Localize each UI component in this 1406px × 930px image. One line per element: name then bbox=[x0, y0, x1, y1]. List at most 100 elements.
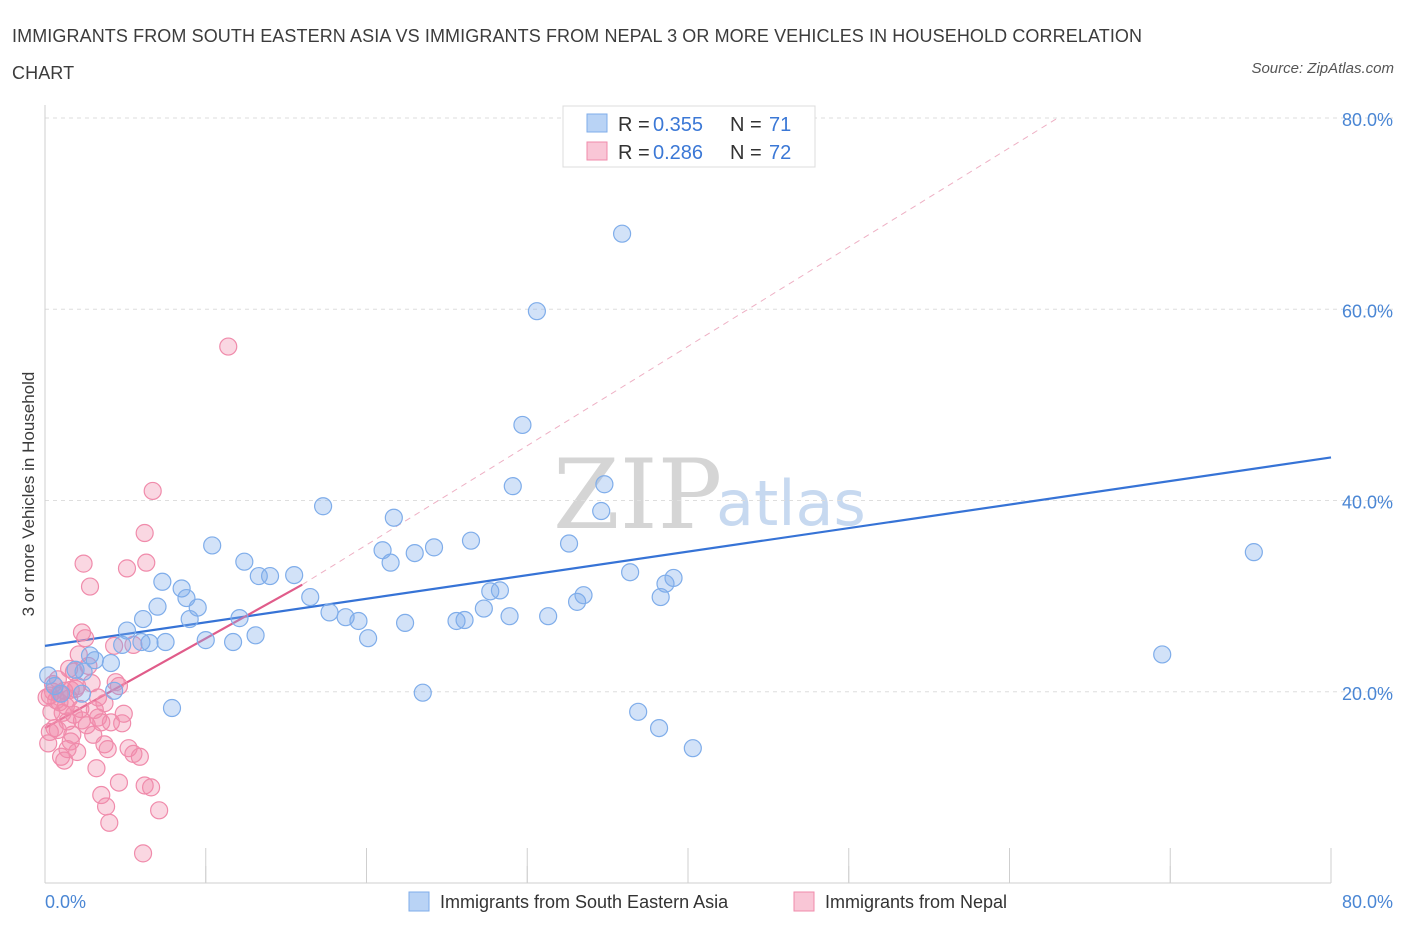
nepal-point bbox=[76, 629, 95, 648]
sea-point bbox=[235, 552, 254, 571]
legend-swatch-sea bbox=[586, 113, 608, 133]
source-label: Source: ZipAtlas.com bbox=[1251, 60, 1394, 77]
y-axis-label: 3 or more Vehicles in Household bbox=[19, 372, 38, 617]
sea-point bbox=[592, 501, 611, 521]
nepal-point bbox=[61, 732, 80, 751]
sea-point bbox=[153, 572, 172, 591]
nepal-point bbox=[58, 712, 77, 731]
sea-point bbox=[1244, 543, 1263, 562]
x-ticks bbox=[44, 848, 1332, 883]
sea-point bbox=[196, 631, 215, 650]
x-tick-label-max: 80.0% bbox=[1342, 892, 1393, 912]
sea-point bbox=[117, 621, 137, 640]
series-legend-label-sea: Immigrants from South Eastern Asia bbox=[440, 892, 729, 912]
gridlines bbox=[45, 117, 1393, 693]
nepal-point bbox=[55, 751, 74, 770]
nepal-point bbox=[87, 759, 106, 778]
legend-r-label-nepal: R = bbox=[618, 142, 650, 164]
nepal-point bbox=[74, 554, 93, 573]
sea-point bbox=[503, 477, 522, 496]
nepal-point bbox=[109, 773, 129, 792]
nepal-point bbox=[219, 337, 238, 356]
y-tick-label: 20.0% bbox=[1342, 684, 1393, 704]
y-tick-label: 60.0% bbox=[1342, 301, 1393, 321]
sea-point bbox=[567, 592, 587, 611]
sea-point bbox=[664, 568, 683, 588]
sea-point bbox=[395, 613, 415, 633]
sea-point bbox=[413, 683, 432, 702]
sea-point bbox=[629, 702, 648, 721]
sea-point bbox=[162, 698, 182, 718]
y-tick-labels: 20.0% 40.0% 60.0% 80.0% bbox=[1342, 110, 1393, 704]
nepal-point bbox=[40, 722, 59, 742]
nepal-point bbox=[96, 797, 116, 816]
sea-point bbox=[559, 534, 579, 553]
sea-point bbox=[621, 563, 640, 582]
series-legend-label-nepal: Immigrants from Nepal bbox=[825, 892, 1007, 912]
nepal-point bbox=[71, 699, 90, 719]
y-tick-label: 80.0% bbox=[1342, 110, 1393, 130]
sea-point bbox=[101, 653, 121, 673]
nepal-point bbox=[80, 577, 100, 596]
sea-point bbox=[381, 553, 400, 572]
nepal-point bbox=[92, 785, 111, 805]
sea-point bbox=[156, 632, 175, 652]
sea-point bbox=[133, 609, 153, 629]
legend-n-label-nepal: N = bbox=[730, 142, 762, 164]
sea-point bbox=[527, 302, 546, 321]
sea-point bbox=[574, 586, 593, 605]
watermark-zip: ZIP bbox=[553, 439, 722, 551]
sea-point bbox=[595, 475, 614, 494]
legend-r-value-sea: 0.355 bbox=[653, 114, 703, 136]
sea-trend-line bbox=[44, 456, 1332, 647]
sea-point bbox=[455, 610, 474, 630]
nepal-point bbox=[60, 659, 79, 678]
series-legend-swatch-nepal bbox=[793, 891, 815, 912]
nepal-point bbox=[133, 844, 153, 863]
sea-point bbox=[384, 508, 403, 527]
sea-point bbox=[649, 718, 669, 738]
sea-point bbox=[177, 588, 196, 608]
series-legend: Immigrants from South Eastern Asia Immig… bbox=[408, 891, 1007, 912]
nepal-point bbox=[117, 559, 137, 578]
sea-point bbox=[74, 662, 93, 681]
sea-point bbox=[500, 607, 519, 626]
nepal-trend-extension bbox=[301, 117, 1058, 586]
sea-points bbox=[39, 224, 1263, 758]
sea-point bbox=[461, 531, 481, 550]
legend-r-value-nepal: 0.286 bbox=[653, 142, 703, 164]
nepal-point bbox=[72, 623, 92, 642]
sea-point bbox=[612, 224, 632, 243]
sea-point bbox=[72, 684, 92, 703]
nepal-point bbox=[39, 734, 58, 753]
nepal-point bbox=[95, 694, 114, 713]
nepal-point bbox=[113, 714, 132, 733]
nepal-point bbox=[141, 778, 161, 797]
nepal-point bbox=[143, 481, 162, 501]
sea-point bbox=[424, 538, 444, 557]
watermark-atlas: atlas bbox=[716, 467, 866, 540]
sea-point bbox=[490, 581, 510, 600]
nepal-point bbox=[135, 776, 154, 795]
sea-point bbox=[683, 739, 702, 758]
sea-point bbox=[474, 599, 493, 618]
sea-point bbox=[359, 629, 378, 648]
sea-point bbox=[405, 543, 424, 563]
nepal-point bbox=[100, 813, 119, 832]
sea-point bbox=[260, 566, 280, 586]
sea-point bbox=[285, 565, 304, 585]
sea-point bbox=[203, 536, 222, 555]
legend-swatch-nepal bbox=[586, 141, 608, 161]
legend-n-value-nepal: 72 bbox=[769, 142, 791, 164]
sea-point bbox=[513, 415, 532, 435]
sea-point bbox=[301, 587, 320, 607]
nepal-point bbox=[135, 523, 154, 543]
chart-title: IMMIGRANTS FROM SOUTH EASTERN ASIA VS IM… bbox=[12, 26, 1143, 83]
sea-point bbox=[113, 635, 132, 654]
nepal-points bbox=[37, 337, 238, 863]
x-tick-label-min: 0.0% bbox=[45, 892, 86, 912]
sea-point bbox=[51, 684, 71, 703]
sea-point bbox=[140, 633, 159, 653]
sea-point bbox=[223, 632, 243, 652]
